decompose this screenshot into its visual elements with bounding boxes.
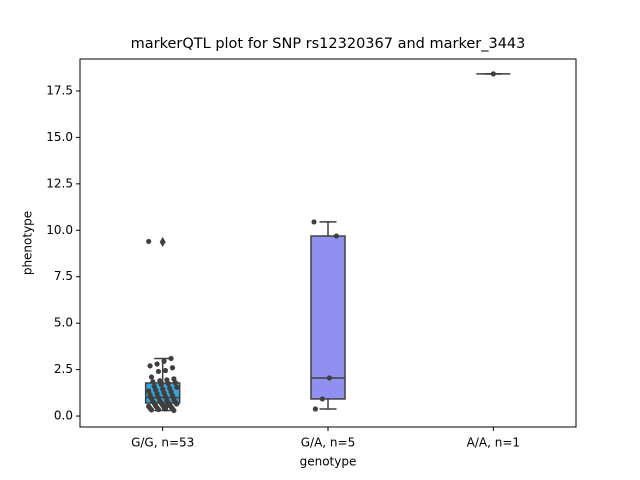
strip-point (311, 219, 317, 225)
strip-point (169, 365, 176, 371)
y-tick-label: 10.0 (46, 223, 73, 237)
flier (159, 236, 166, 247)
strip-point (168, 355, 174, 362)
strip-point (158, 381, 164, 388)
strip-point (148, 407, 155, 413)
y-tick-label: 0.0 (54, 409, 73, 423)
y-tick-label: 2.5 (54, 362, 73, 376)
x-tick-label: G/A, n=5 (301, 436, 355, 450)
strip-point (172, 380, 178, 386)
strip-point (165, 380, 171, 387)
y-tick-label: 17.5 (46, 83, 73, 97)
strip-point (319, 396, 325, 402)
box (310, 235, 346, 400)
x-tick-label: A/A, n=1 (467, 436, 520, 450)
strip-point (154, 361, 160, 367)
strip-point (146, 238, 152, 245)
strip-point (148, 374, 155, 380)
y-tick-label: 15.0 (46, 130, 73, 144)
y-tick-label: 12.5 (46, 176, 73, 190)
strip-point (326, 375, 332, 381)
plot-frame (79, 58, 577, 428)
x-tick-label: G/G, n=53 (131, 436, 194, 450)
strip-point (155, 368, 162, 375)
strip-point (161, 358, 167, 364)
strip-point (174, 384, 180, 390)
strip-point (155, 406, 162, 413)
strip-point (150, 379, 156, 385)
strip-point (171, 407, 177, 414)
y-axis-label: phenotype (21, 211, 35, 275)
strip-point (174, 401, 180, 407)
strip-point (164, 403, 170, 409)
strip-point (333, 233, 339, 239)
chart-title: markerQTL plot for SNP rs12320367 and ma… (131, 36, 526, 52)
y-tick-label: 7.5 (54, 269, 73, 283)
strip-point (312, 406, 318, 412)
strip-point (147, 363, 153, 369)
strip-point (162, 367, 169, 374)
strip-point (490, 71, 496, 77)
y-tick-label: 5.0 (54, 316, 73, 330)
x-axis-label: genotype (300, 455, 357, 469)
